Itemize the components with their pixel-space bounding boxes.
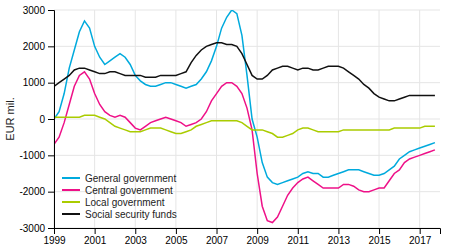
grid-line-y: [54, 46, 440, 47]
y-tick-label: -1000: [19, 150, 45, 161]
x-tick-label: 2007: [206, 235, 229, 246]
x-tick: 2011: [288, 228, 310, 246]
x-axis-line: [55, 229, 441, 235]
y-axis: -3000 -2000 -1000 0 1000 2000 3000: [19, 5, 54, 234]
legend-label: Central government: [85, 185, 173, 196]
y-tick-label: 2000: [23, 41, 46, 52]
x-tick-mark: [217, 228, 218, 234]
legend-label: Local government: [85, 197, 165, 208]
x-tick-mark: [298, 228, 299, 234]
legend-item: Central government: [62, 185, 173, 196]
y-tick-label: 3000: [23, 5, 46, 16]
series-line: [54, 72, 435, 223]
legend-swatch: [62, 213, 80, 215]
y-tick: 1000: [23, 77, 54, 88]
legend-label: General government: [85, 173, 176, 184]
x-tick-mark: [135, 228, 136, 234]
y-tick-mark: [48, 83, 54, 84]
y-tick-label: 1000: [23, 77, 46, 88]
legend-item: Social security funds: [62, 209, 177, 220]
x-tick-mark: [420, 228, 421, 234]
x-tick: 1999: [43, 228, 66, 246]
lines: [54, 10, 435, 223]
x-tick-mark: [257, 228, 258, 234]
x-tick: 2013: [328, 228, 351, 246]
x-tick-label: 1999: [43, 235, 66, 246]
x-tick-label: 2011: [288, 235, 310, 246]
x-tick-label: 2017: [409, 235, 432, 246]
y-tick-mark: [48, 155, 54, 156]
y-tick-label: -2000: [19, 186, 45, 197]
y-tick-mark: [48, 10, 54, 11]
y-tick: -2000: [19, 186, 54, 197]
chart: 1999 2001 2003 2005 2007 2009 2011 2013 2015 2017…: [0, 0, 454, 252]
x-tick: 2003: [125, 228, 148, 246]
y-axis-title: EUR mil.: [4, 97, 16, 140]
y-tick-mark: [48, 46, 54, 47]
x-tick: 2017: [409, 228, 432, 246]
y-tick: 2000: [23, 41, 54, 52]
x-tick-label: 2005: [165, 235, 188, 246]
x-tick-label: 2001: [84, 235, 107, 246]
legend-label: Social security funds: [85, 209, 177, 220]
series-line: [54, 115, 435, 137]
x-tick: 2015: [368, 228, 391, 246]
x-tick-label: 2009: [247, 235, 270, 246]
x-axis: 1999 2001 2003 2005 2007 2009 2011 2013 2015 2017: [43, 228, 440, 246]
grid-line-y: [54, 10, 440, 11]
legend-swatch: [62, 189, 80, 191]
x-tick-mark: [176, 228, 177, 234]
y-tick-mark: [48, 119, 54, 120]
y-axis-line: [48, 11, 55, 229]
y-tick-label: 0: [39, 114, 45, 125]
x-tick: 2009: [247, 228, 270, 246]
legend-swatch: [62, 201, 80, 203]
legend-item: General government: [62, 173, 176, 184]
y-tick-label: -3000: [19, 223, 45, 234]
y-tick-mark: [48, 192, 54, 193]
x-tick-mark: [95, 228, 96, 234]
series-line: [54, 10, 435, 184]
y-tick: -3000: [19, 223, 54, 234]
plot: 1999 2001 2003 2005 2007 2009 2011 2013 2015 2017…: [19, 5, 440, 246]
x-tick: 2005: [165, 228, 188, 246]
y-tick: 0: [39, 114, 54, 125]
x-tick: 2007: [206, 228, 229, 246]
y-tick: 3000: [23, 5, 54, 16]
legend-swatch: [62, 177, 80, 179]
y-tick: -1000: [19, 150, 54, 161]
grid-line-y: [54, 82, 440, 83]
x-tick-mark: [338, 228, 339, 234]
x-tick: 2001: [84, 228, 107, 246]
legend-item: Local government: [62, 197, 165, 208]
x-tick-label: 2013: [328, 235, 351, 246]
x-tick-mark: [379, 228, 380, 234]
y-tick-mark: [48, 228, 54, 229]
grid: [54, 10, 440, 228]
grid-line-y: [54, 155, 440, 156]
legend: General governmentCentral governmentLoca…: [62, 173, 177, 220]
x-tick-label: 2015: [368, 235, 391, 246]
series-line: [54, 43, 435, 101]
grid-line-y: [54, 119, 440, 120]
x-tick-label: 2003: [125, 235, 148, 246]
